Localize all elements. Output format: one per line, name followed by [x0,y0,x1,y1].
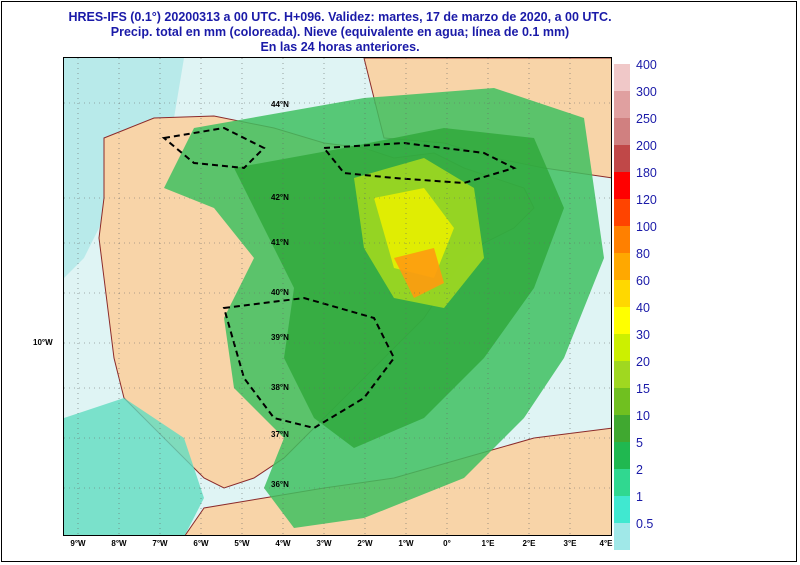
legend-swatch [614,523,630,550]
lat-label-40n: 40°N [271,288,289,297]
legend-value: 30 [636,328,650,342]
legend-value: 2 [636,463,643,477]
title-line-1: HRES-IFS (0.1°) 20200313 a 00 UTC. H+096… [68,10,612,24]
legend-swatch [614,118,630,145]
lat-label-41n: 41°N [271,238,289,247]
lon-label-4w: 4°W [275,539,291,548]
legend-value: 80 [636,247,650,261]
legend-swatch [614,172,630,199]
legend-swatch [614,280,630,307]
legend-value: 40 [636,301,650,315]
title-line-2: Precip. total en mm (coloreada). Nieve (… [110,25,570,39]
legend-swatch [614,415,630,442]
title-line-3: En las 24 horas anteriores. [260,40,420,54]
legend-value: 15 [636,382,650,396]
lon-label-9w: 9°W [70,539,86,548]
legend-value: 10 [636,409,650,423]
lat-label-38n: 38°N [271,383,289,392]
legend-value: 200 [636,139,657,153]
lon-label-0: 0° [443,539,451,548]
lon-label-2e: 2°E [522,539,536,548]
lon-label-7w: 7°W [152,539,168,548]
legend-value: 0.5 [636,517,654,531]
legend-swatch [614,361,630,388]
legend-value: 250 [636,112,657,126]
legend-value: 60 [636,274,650,288]
legend-swatch [614,307,630,334]
precipitation-map [63,57,612,536]
legend-value: 100 [636,220,657,234]
precip-orange [394,248,444,298]
lat-label-44n: 44°N [271,100,289,109]
lon-label-1e: 1°E [481,539,495,548]
legend-swatch [614,226,630,253]
legend-swatch [614,253,630,280]
legend-value: 20 [636,355,650,369]
lat-label-39n: 39°N [271,333,289,342]
lon-label-3w: 3°W [316,539,332,548]
legend-swatch [614,442,630,469]
lat-label-36n: 36°N [271,480,289,489]
legend-swatch [614,145,630,172]
snow-contour-north [161,126,266,170]
lat-label-42n: 42°N [271,193,289,202]
side-lon-label: 10°W [33,338,53,347]
legend-swatch [614,199,630,226]
precip-cyan-south [64,398,204,535]
legend-swatch [614,91,630,118]
lon-label-5w: 5°W [234,539,250,548]
legend-value: 300 [636,85,657,99]
legend-value: 180 [636,166,657,180]
legend-value: 1 [636,490,643,504]
lon-label-1w: 1°W [398,539,414,548]
lon-label-6w: 6°W [193,539,209,548]
legend-value: 5 [636,436,643,450]
lat-label-37n: 37°N [271,430,289,439]
legend-swatch [614,469,630,496]
map-canvas [64,58,611,535]
lon-label-4e: 4°E [599,539,613,548]
legend-value: 400 [636,58,657,72]
legend-value: 120 [636,193,657,207]
lon-label-3e: 3°E [563,539,577,548]
snow-contour-central [222,296,396,430]
legend-swatch [614,334,630,361]
legend-swatch [614,388,630,415]
lon-label-8w: 8°W [111,539,127,548]
legend-swatch [614,496,630,523]
snow-contour-pyrenees [322,141,517,185]
legend-swatch [614,64,630,91]
lon-label-2w: 2°W [357,539,373,548]
